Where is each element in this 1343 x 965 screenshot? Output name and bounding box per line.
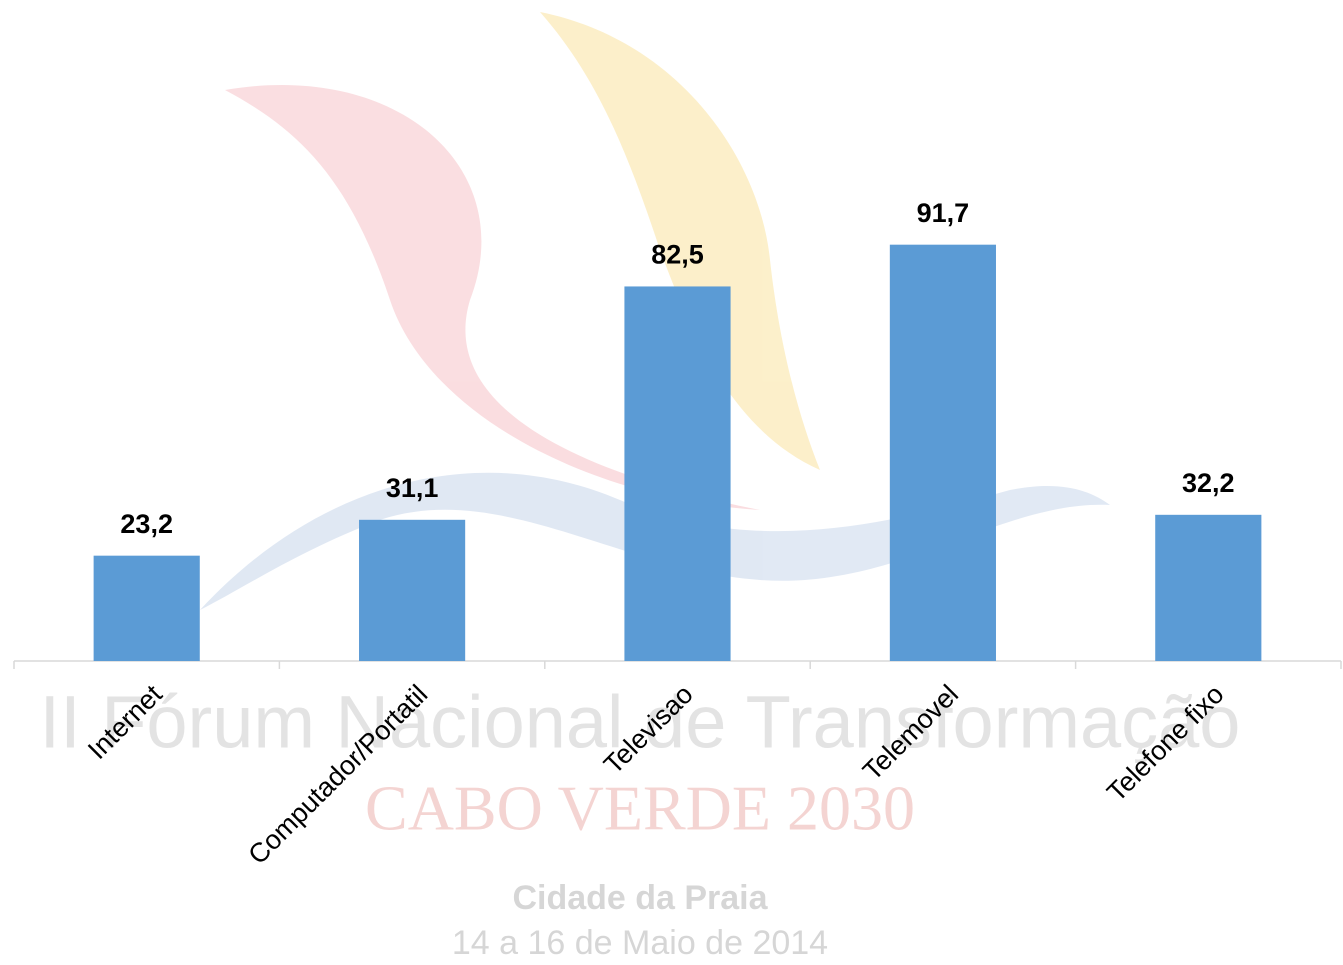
watermark-title: II Fórum Nacional de Transformação [40,681,1241,764]
value-label: 82,5 [651,240,704,270]
bar [889,244,996,661]
watermark-city: Cidade da Praia [512,879,768,917]
value-label: 32,2 [1182,468,1235,498]
value-label: 31,1 [386,473,439,503]
watermark-date: 14 a 16 de Maio de 2014 [452,924,828,962]
bar [93,555,200,661]
bar [624,286,731,661]
bar [1155,514,1262,661]
value-label: 23,2 [120,509,173,539]
watermark-subtitle: CABO VERDE 2030 [365,773,915,844]
value-label: 91,7 [917,198,970,228]
bar [359,519,466,661]
